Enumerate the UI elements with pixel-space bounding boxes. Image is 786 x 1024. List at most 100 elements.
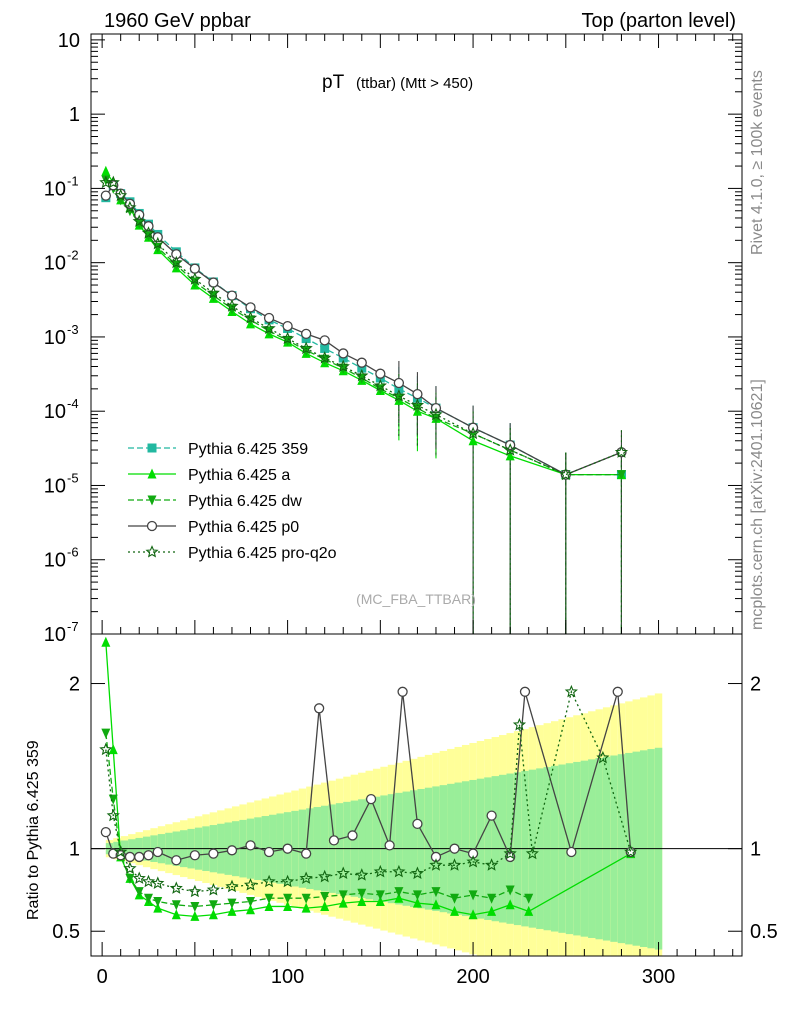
data-point — [559, 467, 573, 481]
data-point — [206, 286, 220, 299]
ratio-point — [152, 846, 163, 858]
legend-marker-2 — [147, 495, 157, 506]
ratio-series — [99, 636, 638, 921]
data-point — [189, 263, 201, 274]
ratio-point — [468, 890, 478, 901]
ratio-point — [412, 818, 423, 830]
data-point — [243, 311, 258, 324]
legend-marker-4 — [145, 545, 159, 558]
ratio-tick-label: 0.5 — [52, 921, 80, 943]
legend-marker-1 — [147, 468, 157, 479]
ratio-point — [190, 910, 200, 921]
ratio-point — [301, 902, 311, 913]
x-tick-label: 0 — [97, 966, 108, 988]
y-tick-label: 10 — [44, 178, 66, 200]
data-point — [101, 175, 111, 186]
ratio-point — [123, 861, 137, 875]
ratio-point — [171, 855, 182, 866]
ratio-point — [227, 898, 237, 909]
header-left: 1960 GeV ppbar — [104, 10, 251, 32]
ratio-point — [153, 897, 163, 908]
ratio-point — [566, 846, 577, 858]
ratio-point — [373, 864, 387, 878]
series-line-0 — [105, 184, 622, 476]
ratio-point — [101, 636, 111, 647]
data-point — [503, 443, 517, 456]
data-point — [373, 378, 387, 392]
plot-title-main: pT — [322, 72, 345, 93]
y-tick-label: 10 — [44, 475, 66, 497]
ratio-point — [624, 845, 638, 858]
y-tick-exponent: -2 — [67, 248, 79, 263]
legend-marker-3 — [146, 520, 158, 532]
ratio-frame — [90, 633, 743, 957]
legend: Pythia 6.425 359 Pythia 6.425 a Pythia 6.4… — [128, 441, 337, 562]
ratio-point — [384, 840, 395, 851]
ratio-point — [134, 851, 145, 863]
ratio-point — [431, 887, 441, 898]
ratio-point — [524, 893, 534, 904]
data-point — [151, 236, 165, 250]
ratio-point — [225, 879, 239, 893]
ratio-point — [467, 848, 479, 859]
data-point — [124, 198, 136, 209]
data-point — [300, 328, 312, 340]
data-point — [226, 290, 238, 301]
data-point — [393, 377, 405, 389]
ratio-point — [108, 744, 118, 755]
series-line-3 — [105, 184, 622, 476]
main-series — [99, 165, 629, 481]
x-tick-label: 300 — [642, 966, 675, 988]
ratio-line-3 — [105, 689, 632, 893]
ratio-point — [313, 703, 325, 714]
ratio-tick-label: 1 — [69, 839, 80, 861]
data-point — [245, 302, 256, 313]
legend-label-2: Pythia 6.425 dw — [188, 493, 302, 510]
ratio-point — [283, 893, 293, 904]
ratio-point — [264, 900, 274, 911]
data-point — [299, 341, 313, 355]
ratio-point — [264, 893, 274, 904]
header-right: Top (parton level) — [581, 10, 736, 32]
data-point — [468, 435, 478, 446]
ratio-point — [320, 900, 330, 911]
data-point — [375, 368, 386, 379]
data-point — [336, 359, 350, 373]
data-point — [319, 335, 330, 346]
ratio-point — [153, 902, 163, 913]
ratio-point — [101, 728, 111, 739]
ratio-point — [243, 878, 258, 891]
ratio-point — [246, 897, 256, 908]
data-point — [355, 368, 369, 382]
ratio-point — [208, 909, 218, 920]
ratio-point — [564, 684, 578, 698]
data-point — [616, 470, 626, 481]
data-point — [281, 331, 295, 345]
ratio-point — [100, 827, 111, 838]
ratio-point — [263, 846, 275, 858]
data-point — [208, 277, 219, 288]
data-point — [318, 351, 332, 364]
ratio-point — [450, 905, 460, 916]
data-point — [614, 445, 629, 458]
ratio-point — [486, 810, 497, 821]
data-point — [132, 214, 146, 227]
plot-title-sub: (ttbar) (Mtt > 450) — [356, 75, 473, 92]
ratio-tick-label: 2 — [69, 674, 80, 696]
ratio-point — [132, 871, 146, 884]
legend-label-0: Pythia 6.425 359 — [188, 441, 308, 458]
data-point — [357, 363, 367, 373]
ratio-point — [328, 835, 340, 846]
legend-label-3: Pythia 6.425 p0 — [188, 519, 299, 536]
y-tick-label: 1 — [69, 104, 80, 126]
ratio-point — [208, 848, 219, 859]
legend-label-4: Pythia 6.425 pro-q2o — [188, 545, 337, 562]
ratio-point — [171, 900, 181, 911]
series-line-1 — [105, 170, 622, 476]
ratio-point — [357, 888, 367, 899]
ratio-point — [505, 899, 515, 910]
data-point — [282, 320, 293, 332]
ratio-point — [449, 843, 460, 854]
ratio-point — [189, 850, 201, 861]
